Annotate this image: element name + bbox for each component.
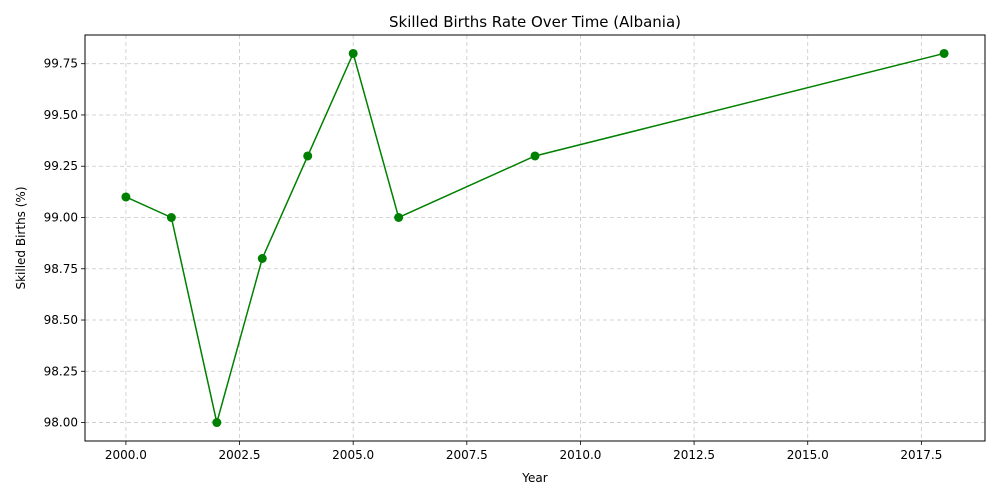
x-tick-label: 2002.5 [219, 448, 261, 462]
x-tick-label: 2012.5 [673, 448, 715, 462]
y-tick-label: 98.00 [44, 416, 78, 430]
data-point [257, 254, 267, 264]
x-tick-label: 2017.5 [900, 448, 942, 462]
x-axis-label: Year [521, 471, 547, 485]
y-tick-label: 99.25 [44, 159, 78, 173]
data-point [530, 151, 540, 161]
y-tick-label: 99.75 [44, 57, 78, 71]
x-tick-label: 2007.5 [446, 448, 488, 462]
y-axis-label: Skilled Births (%) [14, 186, 28, 289]
y-tick-label: 99.50 [44, 108, 78, 122]
x-tick-label: 2005.0 [332, 448, 374, 462]
data-point [121, 192, 131, 202]
y-tick-label: 98.50 [44, 313, 78, 327]
plot-frame [84, 34, 986, 442]
data-point [939, 48, 949, 58]
y-tick-label: 98.75 [44, 262, 78, 276]
chart-title: Skilled Births Rate Over Time (Albania) [389, 13, 681, 31]
data-point [348, 48, 358, 58]
x-tick-label: 2000.0 [105, 448, 147, 462]
data-point [212, 418, 222, 428]
x-tick-label: 2010.0 [559, 448, 601, 462]
grid [85, 35, 985, 441]
y-tick-label: 98.25 [44, 364, 78, 378]
y-axis-ticks: 98.00 98.25 98.50 98.75 99.00 99.25 99.50 99.75 [44, 57, 85, 430]
data-point [303, 151, 313, 161]
series-layer [121, 48, 949, 428]
x-axis-ticks: 2000.0 2002.5 2005.0 2007.5 2010.0 2012.5 2015… [105, 441, 942, 462]
data-point [166, 212, 176, 222]
x-tick-label: 2015.0 [787, 448, 829, 462]
series-line [125, 51, 945, 423]
y-tick-label: 99.00 [44, 210, 78, 224]
data-point [394, 212, 404, 222]
